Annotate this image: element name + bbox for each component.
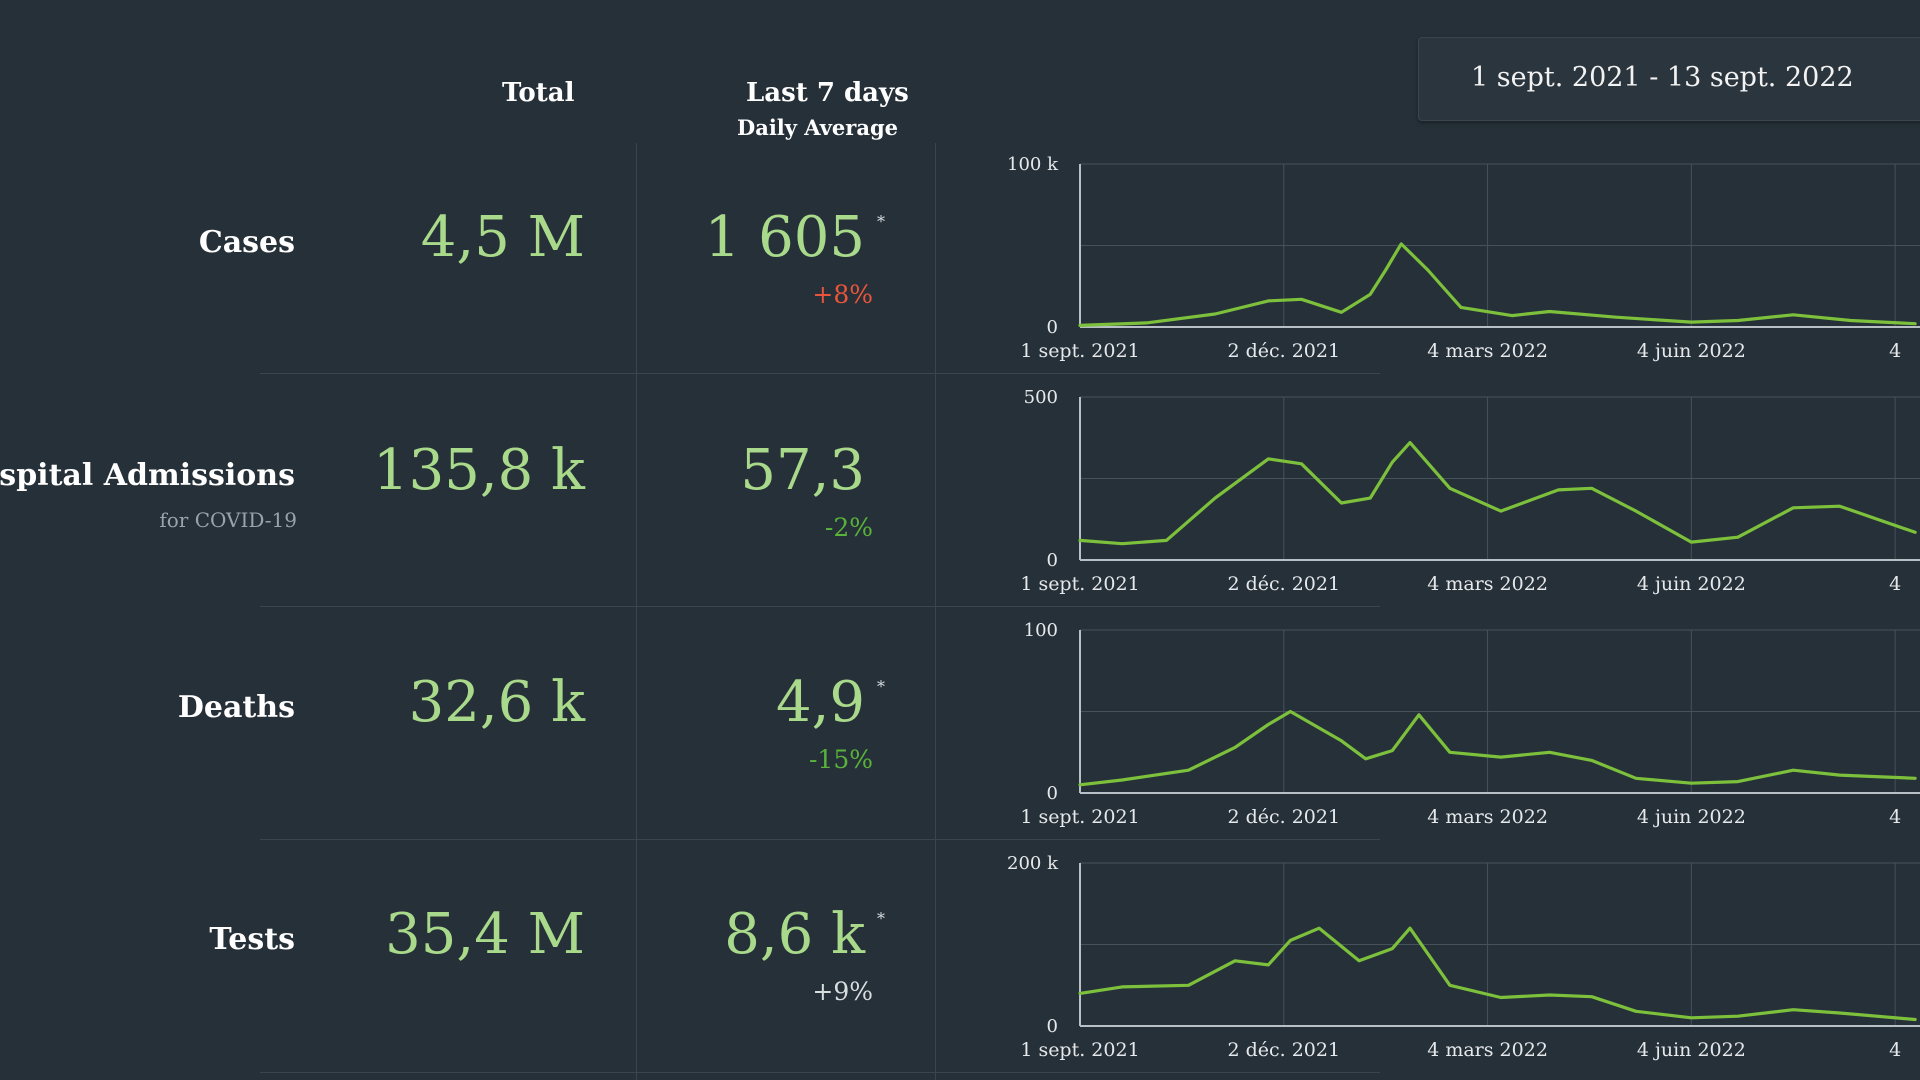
- chart-y-tick-label: 200 k: [1007, 853, 1059, 874]
- row-divider: [260, 839, 1380, 840]
- metric-label-hospital-admissions: Hospital Admissions: [0, 458, 295, 493]
- chart-y-tick-label: 500: [1024, 387, 1058, 408]
- header-last-7-days: Last 7 days: [746, 78, 909, 108]
- chart-series-line: [1078, 926, 1917, 1022]
- column-divider: [935, 143, 936, 1080]
- total-value-hospital-admissions: 135,8 k: [372, 438, 585, 503]
- cases-trend-chart: 100 k 01 sept. 2021 2 déc. 2021 4 mars 2022…: [1007, 154, 1920, 362]
- header-daily-average: Daily Average: [737, 115, 899, 140]
- total-value-cases: 4,5 M: [420, 205, 585, 270]
- chart-x-tick-label: 4: [1889, 806, 1901, 828]
- chart-x-tick-label: 1 sept. 2021: [1020, 1039, 1139, 1061]
- chart-x-tick-label: 2 déc. 2021: [1227, 806, 1340, 828]
- change-tests: +9%: [812, 977, 873, 1006]
- tests-trend-chart: 200 k 01 sept. 2021 2 déc. 2021 4 mars 2022…: [1007, 853, 1920, 1061]
- chart-x-tick-label: 2 déc. 2021: [1227, 1039, 1340, 1061]
- asterisk-cases: *: [877, 212, 885, 231]
- chart-x-tick-label: 4: [1889, 340, 1901, 362]
- row-divider: [260, 606, 1380, 607]
- hospital-admissions-trend-chart: 500 01 sept. 2021 2 déc. 2021 4 mars 2022 4 …: [1020, 387, 1920, 595]
- asterisk-tests: *: [877, 909, 885, 928]
- chart-x-tick-label: 4: [1889, 573, 1901, 595]
- date-range-text: 1 sept. 2021 - 13 sept. 2022: [1471, 62, 1854, 93]
- chart-series-line: [1078, 709, 1917, 787]
- column-divider: [636, 143, 637, 1080]
- chart-x-tick-label: 1 sept. 2021: [1020, 340, 1139, 362]
- chart-x-tick-label: 4 juin 2022: [1637, 573, 1746, 595]
- metric-label-deaths: Deaths: [177, 690, 295, 725]
- avg-value-hospital-admissions: 57,3: [740, 438, 865, 503]
- chart-series-line: [1078, 242, 1917, 327]
- chart-y-tick-label: 100: [1024, 620, 1058, 641]
- chart-x-tick-label: 2 déc. 2021: [1227, 573, 1340, 595]
- avg-value-cases: 1 605: [704, 205, 865, 270]
- chart-x-tick-label: 4 mars 2022: [1427, 573, 1548, 595]
- row-divider: [260, 373, 1380, 374]
- row-divider: [260, 1072, 1380, 1073]
- avg-value-tests: 8,6 k: [724, 902, 865, 967]
- chart-x-tick-label: 2 déc. 2021: [1227, 340, 1340, 362]
- chart-y-tick-label: 0: [1047, 783, 1058, 804]
- change-cases: +8%: [812, 280, 873, 309]
- deaths-trend-chart: 100 01 sept. 2021 2 déc. 2021 4 mars 2022 4 …: [1020, 620, 1920, 828]
- chart-x-tick-label: 4 mars 2022: [1427, 340, 1548, 362]
- total-value-deaths: 32,6 k: [408, 670, 585, 735]
- metric-label-cases: Cases: [198, 225, 295, 260]
- chart-y-tick-label: 0: [1047, 550, 1058, 571]
- chart-series-line: [1078, 440, 1917, 546]
- change-hospital-admissions: -2%: [824, 513, 873, 542]
- chart-x-tick-label: 4 mars 2022: [1427, 806, 1548, 828]
- avg-value-deaths: 4,9: [775, 670, 865, 735]
- chart-y-tick-label: 0: [1047, 1016, 1058, 1037]
- chart-x-tick-label: 1 sept. 2021: [1020, 806, 1139, 828]
- total-value-tests: 35,4 M: [385, 902, 585, 967]
- chart-x-tick-label: 4: [1889, 1039, 1901, 1061]
- asterisk-deaths: *: [877, 677, 885, 696]
- chart-x-tick-label: 4 juin 2022: [1637, 806, 1746, 828]
- header-total: Total: [502, 78, 575, 108]
- chart-x-tick-label: 4 mars 2022: [1427, 1039, 1548, 1061]
- chart-x-tick-label: 1 sept. 2021: [1020, 573, 1139, 595]
- chart-x-tick-label: 4 juin 2022: [1637, 340, 1746, 362]
- chart-y-tick-label: 100 k: [1007, 154, 1059, 175]
- chart-x-tick-label: 4 juin 2022: [1637, 1039, 1746, 1061]
- change-deaths: -15%: [808, 745, 873, 774]
- metric-sublabel-hospital-admissions: for COVID-19: [159, 508, 297, 532]
- metric-label-tests: Tests: [209, 922, 295, 957]
- date-range-picker[interactable]: 1 sept. 2021 - 13 sept. 2022: [1418, 37, 1920, 121]
- chart-y-tick-label: 0: [1047, 317, 1058, 338]
